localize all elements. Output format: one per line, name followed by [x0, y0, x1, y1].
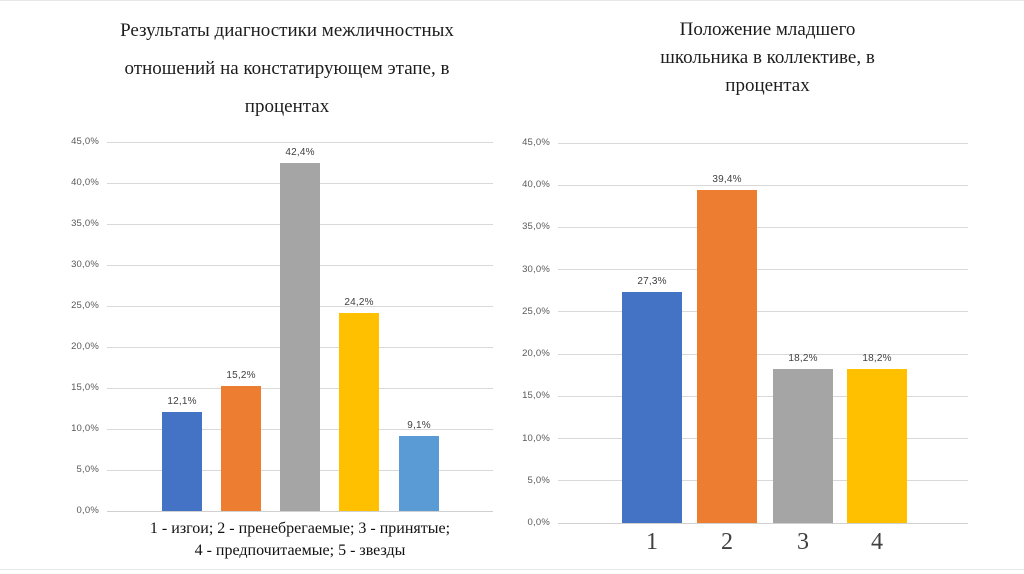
left-chart-caption-line-1: 1 - изгои; 2 - пренебрегаемые; 3 - приня…	[149, 520, 451, 537]
gridline	[558, 395, 968, 397]
bottom-border-line	[0, 569, 1024, 570]
bar-category-3	[773, 369, 833, 523]
y-axis-tick-label: 5,0%	[76, 464, 99, 475]
left-chart-title: Результаты диагностики межличностных отн…	[47, 12, 527, 126]
left-chart-title-line-2: отношений на констатирующем этапе, в	[124, 58, 450, 79]
bar-data-label-4: 24,2%	[344, 296, 374, 308]
left-chart-plot-area: 0,0% 5,0% 10,0% 15,0% 20,0% 25,0% 30,0% 35,0% 40…	[71, 136, 493, 516]
right-chart-title-line-3: процентах	[725, 75, 810, 96]
y-axis-tick-label: 25,0%	[71, 300, 99, 311]
gridline	[558, 522, 968, 524]
y-axis-tick-label: 0,0%	[527, 517, 550, 528]
y-axis-tick-label: 15,0%	[71, 382, 99, 393]
y-axis-tick-label: 10,0%	[71, 423, 99, 434]
left-chart-category-caption: 1 - изгои; 2 - пренебрегаемые; 3 - приня…	[85, 518, 515, 562]
y-axis-tick-label: 35,0%	[522, 221, 550, 233]
bar-data-label-1: 27,3%	[637, 276, 667, 288]
y-axis-tick-label: 30,0%	[522, 263, 550, 275]
bar-category-1	[162, 411, 202, 511]
bar-data-label-2: 15,2%	[226, 370, 256, 382]
x-axis-category-label-4: 4	[871, 529, 883, 555]
x-axis-category-label-2: 2	[721, 529, 733, 555]
left-chart-title-line-1: Результаты диагностики межличностных	[120, 20, 454, 41]
y-axis-tick-label: 25,0%	[522, 305, 550, 317]
bar-category-3	[280, 163, 320, 511]
bar-category-5	[399, 436, 439, 511]
right-chart-plot-area: 0,0% 5,0% 10,0% 15,0% 20,0% 25,0% 30,0% 35,0% 40…	[522, 137, 968, 555]
bar-data-label-5: 9,1%	[407, 420, 431, 432]
y-axis-tick-label: 35,0%	[71, 218, 99, 229]
gridline	[107, 510, 493, 512]
gridline	[558, 438, 968, 440]
y-axis-tick-label: 30,0%	[71, 259, 99, 270]
top-border-line	[0, 0, 1024, 1]
gridline	[558, 142, 968, 144]
bar-category-4	[847, 369, 907, 523]
y-axis-tick-label: 20,0%	[71, 341, 99, 352]
y-axis-tick-label: 5,0%	[527, 474, 550, 486]
right-chart-title-line-2: школьника в коллективе, в	[660, 47, 875, 68]
y-axis-tick-label: 0,0%	[76, 505, 99, 516]
gridline	[558, 480, 968, 482]
x-axis-category-label-1: 1	[646, 529, 658, 555]
y-axis-tick-label: 45,0%	[522, 137, 550, 148]
right-chart-title-line-1: Положение младшего	[679, 19, 856, 40]
gridline	[558, 226, 968, 228]
bar-category-2	[221, 386, 261, 511]
left-chart-caption-line-2: 4 - предпочитаемые; 5 - звезды	[194, 542, 406, 559]
bar-data-label-1: 12,1%	[167, 395, 197, 407]
right-chart-title: Положение младшего школьника в коллектив…	[560, 16, 975, 100]
x-axis-category-label-3: 3	[797, 529, 809, 555]
y-axis-tick-label: 10,0%	[522, 432, 550, 444]
y-axis-tick-label: 15,0%	[522, 390, 550, 402]
bar-category-2	[697, 190, 757, 523]
y-axis-tick-label: 40,0%	[522, 179, 550, 191]
bar-data-label-4: 18,2%	[862, 353, 892, 365]
y-axis-tick-label: 45,0%	[71, 136, 99, 147]
y-axis-tick-label: 40,0%	[71, 177, 99, 188]
gridline	[558, 353, 968, 355]
bar-category-1	[622, 292, 682, 523]
left-chart-title-line-3: процентах	[244, 96, 330, 117]
bar-data-label-3: 18,2%	[788, 353, 818, 365]
bar-category-4	[339, 312, 379, 511]
bar-data-label-2: 39,4%	[712, 174, 742, 186]
gridline	[558, 184, 968, 186]
bar-data-label-3: 42,4%	[285, 147, 315, 159]
gridline	[558, 311, 968, 313]
gridline	[107, 141, 493, 143]
y-axis-tick-label: 20,0%	[522, 348, 550, 360]
gridline	[558, 269, 968, 271]
